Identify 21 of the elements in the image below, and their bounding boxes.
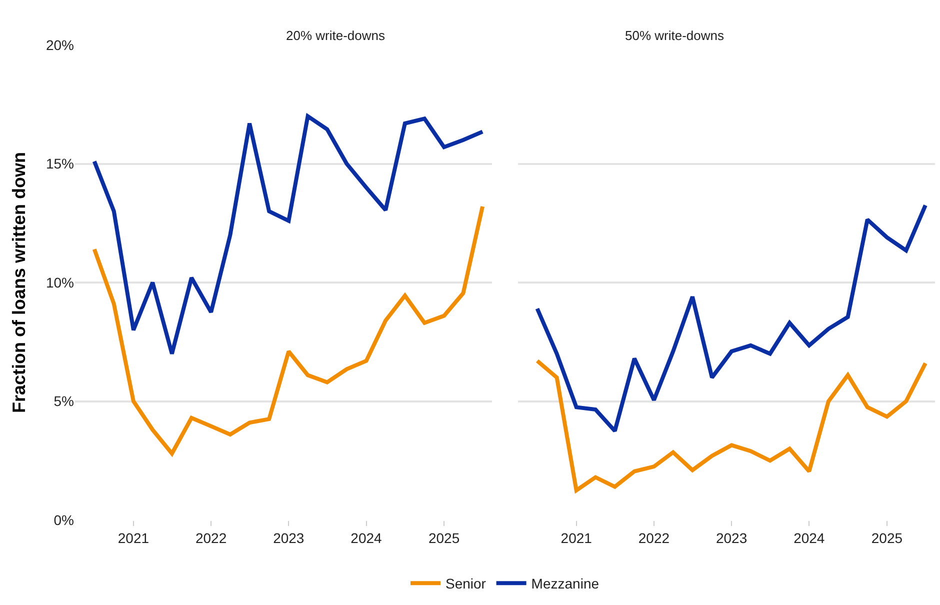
x-tick-label: 2024 — [794, 530, 825, 546]
y-axis-title: Fraction of loans written down — [9, 152, 30, 413]
y-tick-label: 5% — [54, 393, 74, 410]
line-series — [92, 114, 485, 356]
x-tick-label: 2021 — [560, 530, 592, 546]
legend-label: Senior — [446, 576, 486, 592]
y-tick-label: 10% — [46, 274, 74, 290]
y-tick-label: 0% — [54, 512, 74, 528]
x-tick-label: 2021 — [118, 530, 150, 546]
y-tick-label: 20% — [46, 36, 74, 53]
x-tick-label: 2022 — [195, 530, 227, 546]
x-tick-label: 2022 — [638, 530, 670, 546]
x-tick-label: 2023 — [273, 530, 304, 546]
x-tick-label: 2025 — [428, 530, 460, 546]
x-tick-label: 2025 — [871, 530, 903, 546]
chart-title: 50% write-downs — [625, 28, 724, 43]
x-tick-label: 2024 — [350, 530, 382, 546]
legend-label: Mezzanine — [531, 576, 600, 592]
chart-title: 20% write-downs — [286, 28, 386, 43]
x-tick-label: 2023 — [716, 530, 748, 546]
y-tick-label: 15% — [46, 156, 74, 172]
